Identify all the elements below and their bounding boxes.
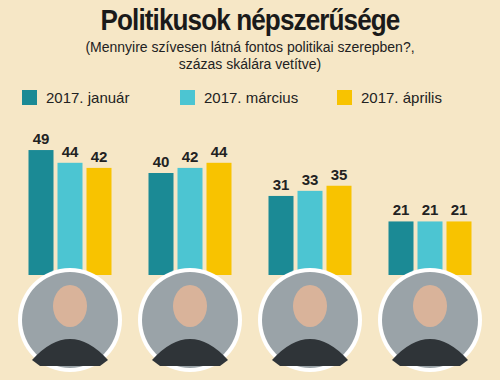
data-label: 42	[182, 148, 199, 165]
portrait-ring	[378, 268, 482, 372]
portrait-face	[413, 285, 447, 327]
legend-label: 2017. március	[204, 89, 298, 106]
legend-swatch	[337, 90, 352, 105]
data-label: 33	[302, 171, 319, 188]
data-label: 44	[62, 143, 79, 160]
bar	[58, 163, 83, 275]
data-label: 44	[211, 143, 228, 160]
data-label: 49	[33, 130, 50, 147]
legend-label: 2017. április	[361, 89, 442, 106]
bar	[207, 163, 232, 275]
portrait-face	[53, 285, 87, 327]
bars	[29, 150, 472, 275]
portraits	[18, 268, 482, 372]
portrait-face	[173, 285, 207, 327]
portrait-face	[293, 285, 327, 327]
data-label: 31	[273, 176, 290, 193]
data-label: 21	[451, 201, 468, 218]
portrait	[22, 272, 118, 368]
data-labels: 49 44 42 40 42 44 31 33 35 21 21 21	[33, 130, 468, 218]
bar	[178, 168, 203, 275]
legend-label: 2017. január	[46, 89, 129, 106]
portrait-ring	[18, 268, 122, 372]
data-label: 21	[422, 201, 439, 218]
subtitle: (Mennyire szívesen látná fontos politika…	[70, 39, 430, 73]
portrait-ring	[138, 268, 242, 372]
legend-swatch	[22, 90, 37, 105]
legend: 2017. január 2017. március 2017. április	[22, 89, 442, 106]
bar	[327, 186, 352, 275]
bar	[298, 191, 323, 275]
portrait	[262, 272, 358, 368]
header: Politikusok népszerűsége (Mennyire szíve…	[0, 4, 500, 73]
portrait-body	[272, 339, 348, 366]
bar	[269, 196, 294, 275]
title: Politikusok népszerűsége	[25, 4, 475, 37]
bar	[389, 221, 414, 275]
bar	[418, 221, 443, 275]
portrait-ring	[258, 268, 362, 372]
chart: 2017. január 2017. március 2017. április 49…	[0, 0, 500, 380]
data-label: 42	[91, 148, 108, 165]
portrait	[142, 272, 238, 368]
bar	[149, 173, 174, 275]
data-label: 21	[393, 201, 410, 218]
bar	[447, 221, 472, 275]
portrait-body	[152, 339, 228, 366]
portrait	[382, 272, 478, 368]
bar	[87, 168, 112, 275]
bar	[29, 150, 54, 275]
legend-swatch	[180, 90, 195, 105]
data-label: 35	[331, 166, 348, 183]
data-label: 40	[153, 153, 170, 170]
portrait-body	[32, 339, 108, 366]
portrait-body	[392, 339, 468, 366]
